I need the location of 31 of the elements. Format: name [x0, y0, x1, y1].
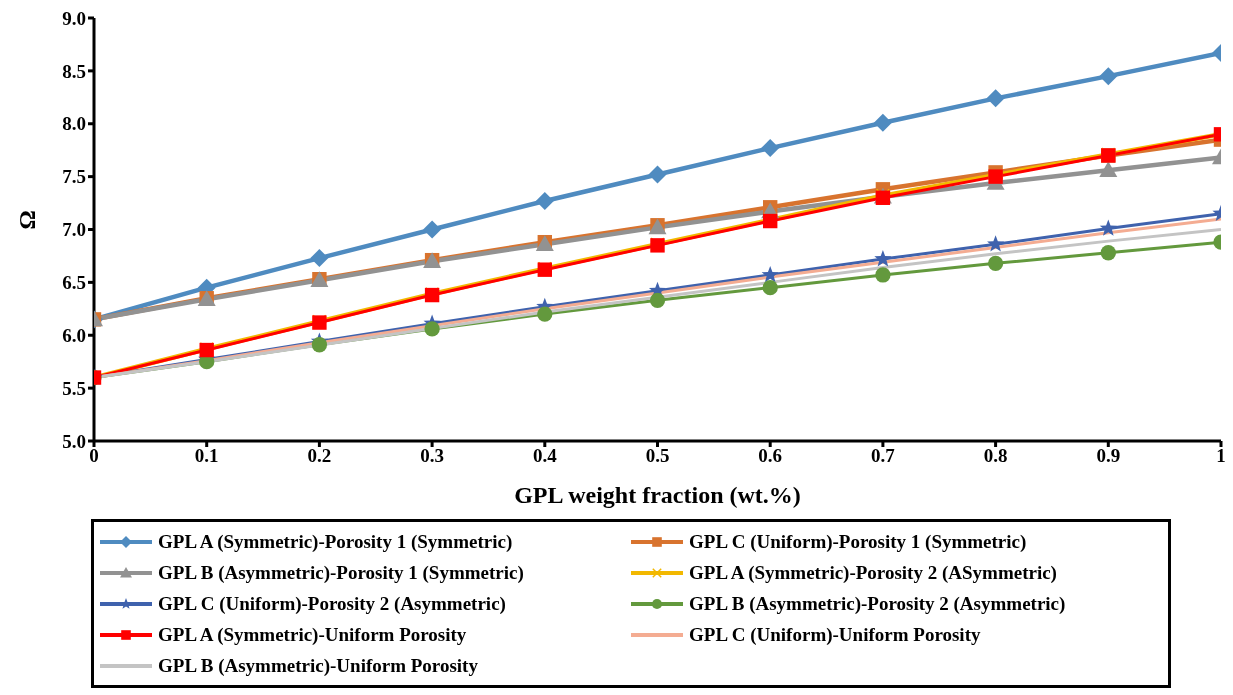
x-tick-label: 0.7 [871, 445, 896, 467]
y-tick-label: 6.0 [62, 324, 86, 346]
legend-label: GPL A (Symmetric)-Porosity 1 (Symmetric) [158, 530, 513, 553]
x-tick-label: 1 [1216, 445, 1226, 467]
legend-label: GPL A (Symmetric)-Porosity 2 (ASymmetric) [689, 561, 1057, 584]
y-axis-title: Ω [13, 210, 40, 230]
legend-label: GPL B (Asymmetric)-Porosity 2 (Asymmetric) [689, 592, 1066, 615]
legend-label: GPL C (Uniform)-Uniform Porosity [689, 623, 981, 646]
y-tick-label: 8.0 [62, 113, 86, 135]
legend-label: GPL B (Asymmetric)-Porosity 1 (Symmetric) [158, 561, 524, 584]
x-axis-title: GPL weight fraction (wt.%) [514, 482, 801, 508]
legend-label: GPL A (Symmetric)-Uniform Porosity [158, 623, 467, 646]
x-tick-label: 0.3 [420, 445, 444, 467]
x-tick-label: 0.2 [307, 445, 332, 467]
x-tick-label: 0.9 [1096, 445, 1121, 467]
x-tick-label: 0.5 [645, 445, 670, 467]
y-tick-label: 9.0 [62, 7, 86, 29]
x-tick-label: 0.8 [983, 445, 1008, 467]
legend-label: GPL C (Uniform)-Porosity 1 (Symmetric) [689, 530, 1027, 553]
y-tick-label: 6.5 [62, 272, 86, 294]
legend-label: GPL B (Asymmetric)-Uniform Porosity [158, 654, 478, 677]
x-tick-label: 0.4 [532, 445, 558, 467]
y-tick-label: 5.0 [62, 430, 86, 452]
y-tick-label: 7.0 [62, 219, 86, 241]
x-tick-label: 0.6 [758, 445, 783, 467]
x-tick-label: 0 [89, 445, 99, 467]
x-tick-label: 0.1 [194, 445, 219, 467]
legend-label: GPL C (Uniform)-Porosity 2 (Asymmetric) [158, 592, 506, 615]
y-tick-label: 7.5 [62, 166, 86, 188]
y-tick-label: 5.5 [62, 377, 86, 399]
y-tick-label: 8.5 [62, 60, 86, 82]
